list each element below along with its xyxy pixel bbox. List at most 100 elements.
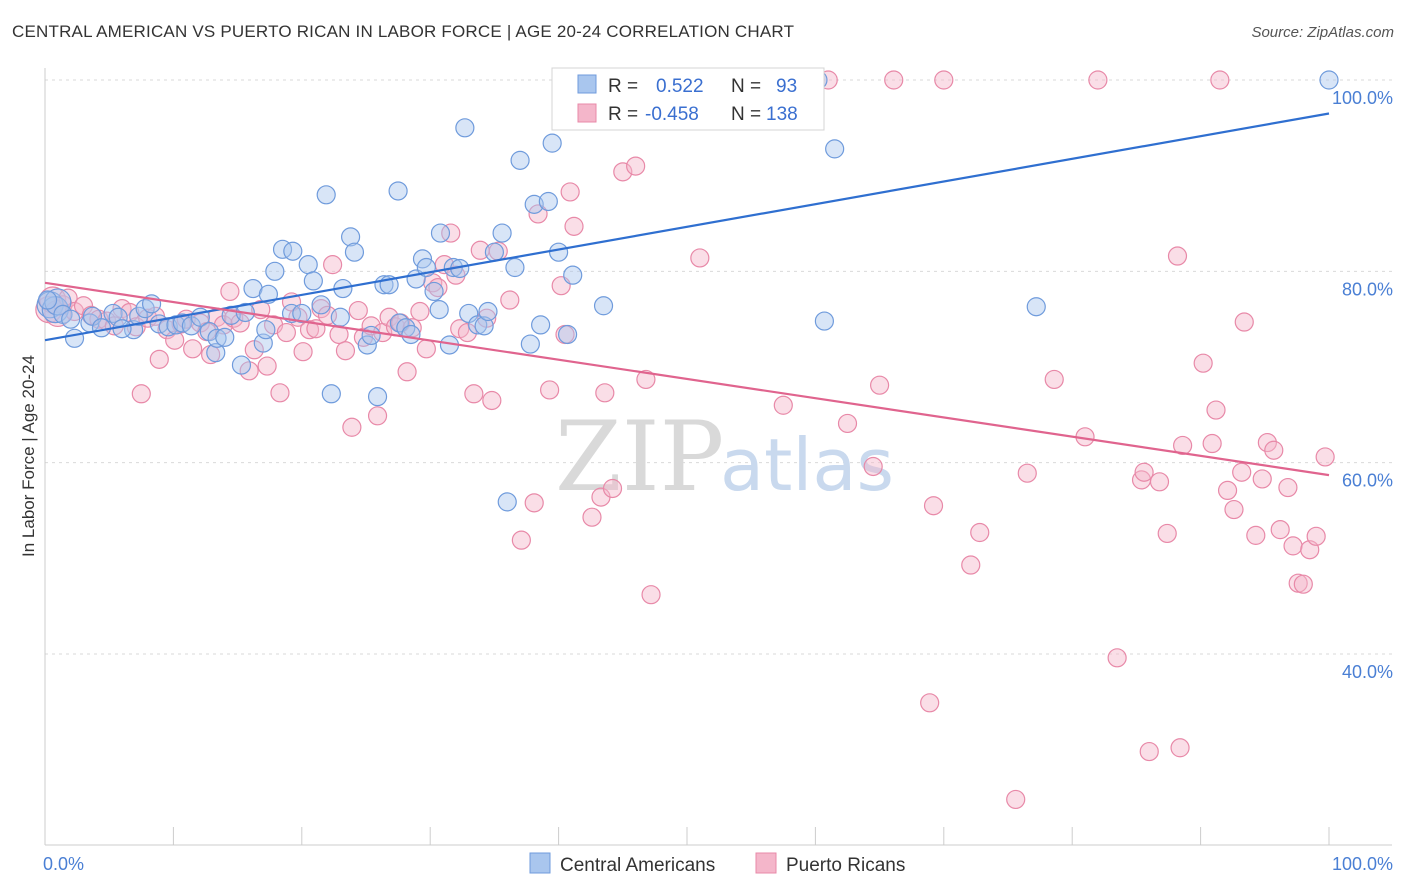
puerto-ricans-point (564, 216, 584, 236)
puerto-ricans-point (464, 384, 484, 404)
puerto-ricans-point (299, 320, 320, 340)
puerto-ricans-point (1224, 499, 1244, 520)
puerto-ricans-point (1232, 462, 1252, 482)
central-americans-point (340, 227, 361, 247)
puerto-ricans-point (582, 507, 602, 527)
puerto-ricans-point (1202, 433, 1222, 454)
puerto-ricans-point (1278, 477, 1298, 498)
puerto-ricans-point (595, 383, 615, 403)
central-americans-point (520, 334, 540, 354)
central-americans-point (265, 261, 285, 281)
puerto-ricans-point (1293, 574, 1313, 594)
puerto-ricans-point (524, 493, 544, 513)
puerto-ricans-point (528, 204, 548, 224)
central-americans-point (61, 309, 81, 329)
stats-legend: R = 0.522 N = 93 R = -0.458 N = 138 (551, 67, 825, 131)
puerto-ricans-point (636, 369, 656, 390)
puerto-ricans-point (335, 341, 356, 361)
legend-swatch-central-americans (529, 852, 551, 874)
central-americans-point (388, 181, 408, 201)
puerto-ricans-point (410, 301, 430, 322)
central-americans-point (37, 290, 58, 310)
stats-legend-r-value-blue: 0.522 (656, 76, 704, 97)
puerto-ricans-point (1217, 480, 1238, 501)
puerto-ricans-point (293, 342, 313, 362)
x-tick-labels: 0.0% 100.0% (43, 854, 1393, 874)
central-americans-point (258, 284, 279, 304)
central-americans-point (542, 133, 562, 153)
puerto-ricans-point (270, 383, 290, 403)
watermark-zip: ZIP (555, 401, 724, 513)
puerto-ricans-point (1252, 469, 1272, 489)
x-ticks (172, 827, 1330, 845)
stats-legend-n-value-pink: 138 (766, 104, 798, 125)
y-tick-label-80: 80.0% (1342, 279, 1393, 299)
central-americans-point (430, 223, 451, 243)
puerto-ricans-point (276, 322, 296, 343)
puerto-ricans-point (1170, 738, 1190, 758)
y-tick-label-60: 60.0% (1342, 471, 1393, 491)
central-americans-point (64, 328, 85, 348)
puerto-ricans-point (1107, 648, 1127, 668)
puerto-ricans-point (1283, 536, 1303, 556)
puerto-ricans-point (239, 361, 259, 381)
central-americans-point (484, 242, 504, 262)
central-americans-point (497, 492, 517, 512)
puerto-ricans-point (1234, 312, 1254, 332)
stats-legend-r-label-pink: R = (608, 104, 638, 125)
central-americans-point (206, 343, 226, 363)
puerto-ricans-point (257, 356, 277, 376)
puerto-ricans-point (837, 413, 858, 434)
central-americans-point (531, 315, 551, 335)
puerto-ricans-point (1006, 789, 1026, 810)
central-americans-point (455, 118, 475, 138)
puerto-ricans-point (923, 496, 944, 516)
legend-label-puerto-ricans: Puerto Ricans (786, 855, 905, 876)
series-legend: Central Americans Puerto Ricans (529, 852, 905, 876)
central-americans-point (429, 300, 449, 320)
central-americans-point (1026, 297, 1046, 317)
puerto-ricans-point (863, 456, 883, 477)
stats-legend-n-label-blue: N = (731, 76, 761, 97)
puerto-ricans-point (961, 555, 981, 575)
puerto-ricans-point (920, 693, 940, 713)
stats-legend-swatch-pink (577, 103, 597, 123)
axes (44, 68, 1392, 846)
central-americans-point (298, 255, 318, 275)
y-tick-labels: 40.0% 60.0% 80.0% 100.0% (1332, 88, 1393, 682)
stats-legend-swatch-blue (577, 74, 597, 94)
puerto-ricans-point (348, 300, 368, 321)
puerto-ricans-point (1206, 400, 1226, 420)
central-americans-point (361, 325, 381, 346)
puerto-ricans-point (1270, 520, 1290, 540)
central-americans-point (281, 303, 302, 324)
puerto-ricans-point (560, 182, 580, 202)
puerto-ricans-point (884, 70, 904, 90)
central-americans-point (330, 307, 350, 327)
source-label: Source: ZipAtlas.com (1251, 24, 1394, 41)
central-americans-point (321, 384, 341, 404)
y-axis-label: In Labor Force | Age 20-24 (19, 355, 38, 557)
puerto-ricans-point (367, 406, 388, 426)
central-americans-point (814, 311, 834, 331)
central-americans-point (524, 194, 544, 214)
central-americans-point (256, 320, 276, 340)
central-americans-point (344, 242, 365, 262)
puerto-ricans-point (1173, 435, 1193, 456)
trendlines (44, 112, 1330, 477)
central-americans-point (303, 271, 323, 291)
puerto-ricans-point (1157, 523, 1177, 544)
puerto-ricans-point (149, 349, 169, 369)
central-americans-point (367, 387, 388, 407)
puerto-ricans-point (869, 375, 890, 395)
central-americans-point (401, 324, 421, 345)
central-americans-point (1319, 70, 1339, 90)
y-tick-label-100: 100.0% (1332, 88, 1393, 108)
watermark-atlas: atlas (720, 423, 894, 507)
central-americans-point (91, 318, 112, 338)
puerto-ricans-point (416, 339, 436, 359)
puerto-ricans-point (1149, 472, 1170, 492)
puerto-ricans-point (602, 478, 623, 499)
puerto-ricans-trendline (44, 281, 1330, 477)
puerto-ricans-point (131, 384, 151, 404)
